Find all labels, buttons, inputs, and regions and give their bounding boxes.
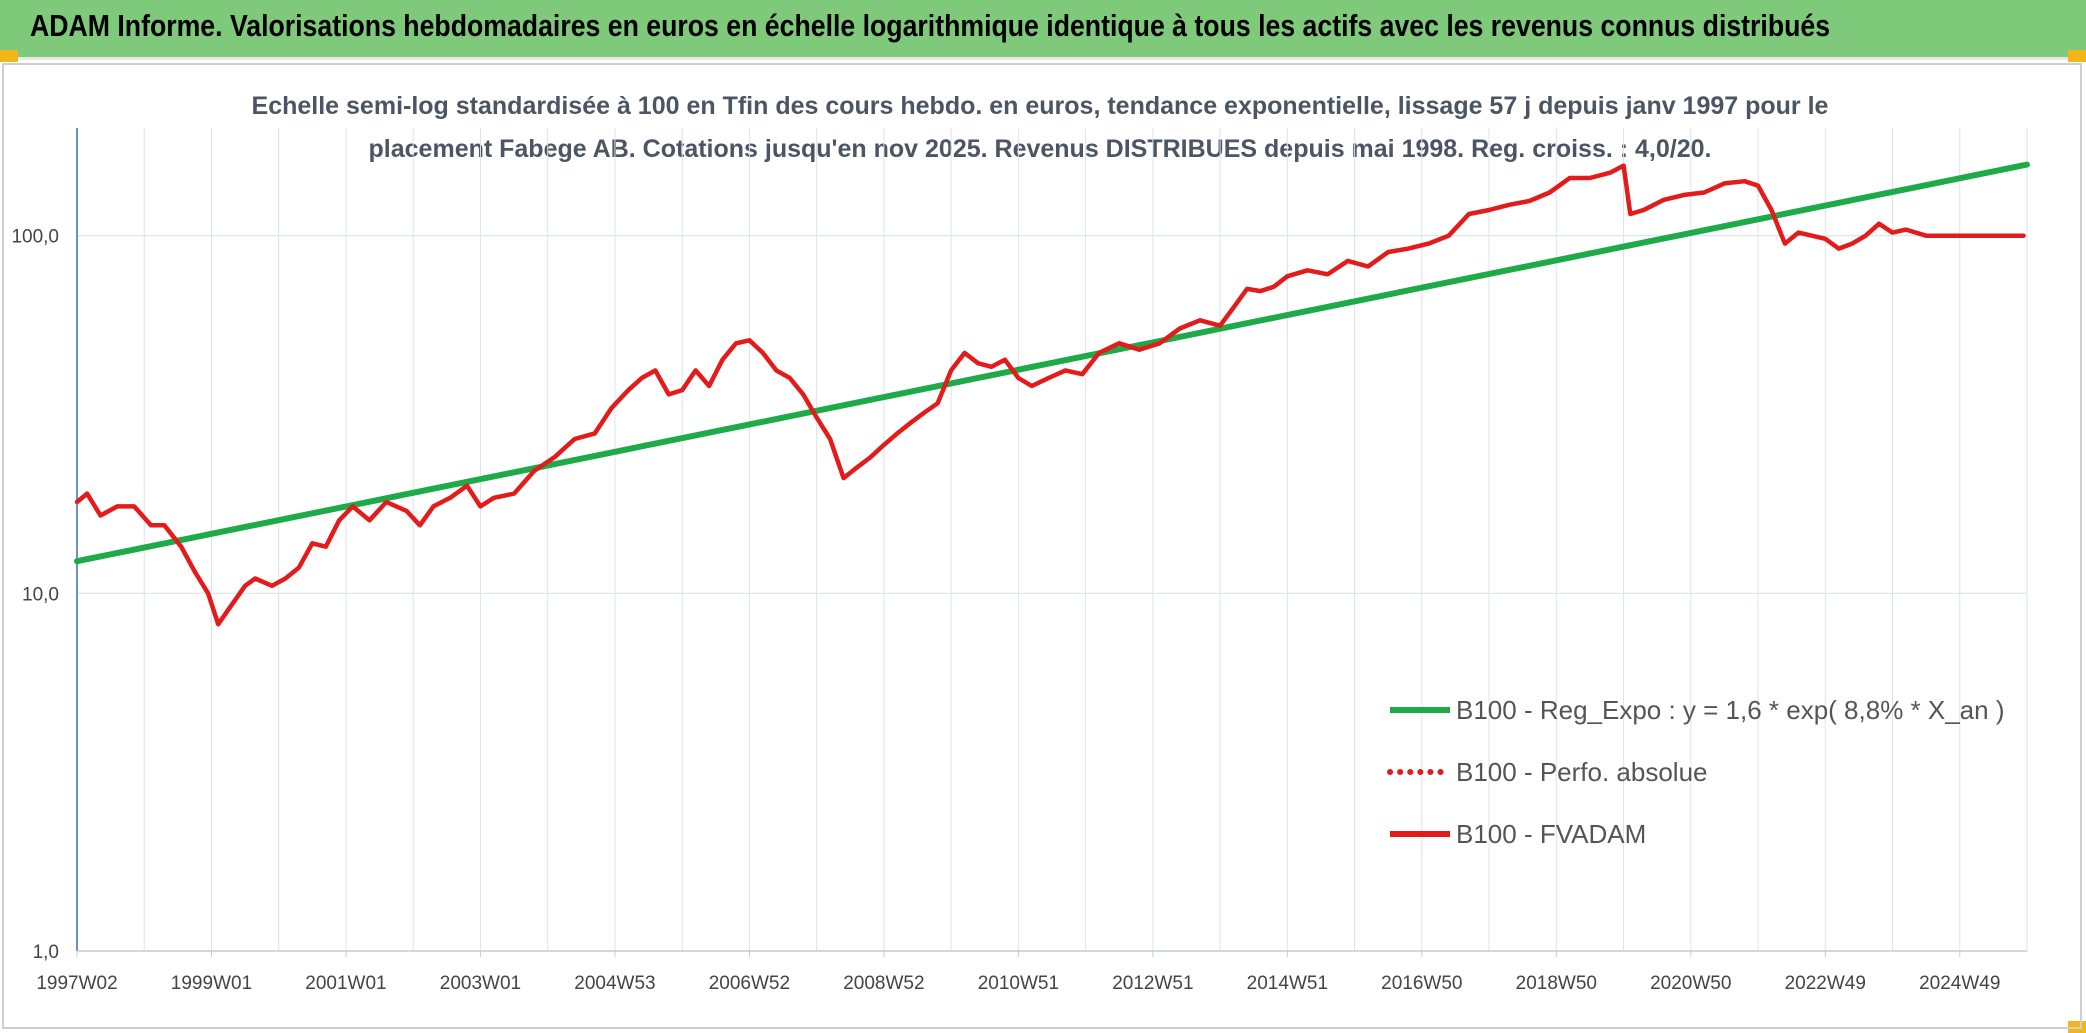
- y-tick-label: 1,0: [33, 942, 59, 963]
- y-tick-label: 100,0: [11, 227, 59, 248]
- series-line-fvadam: [74, 163, 2026, 627]
- y-tick-label: 10,0: [22, 584, 59, 605]
- x-tick-label: 1999W01: [171, 973, 252, 994]
- x-tick-label: 2024W49: [1919, 973, 2000, 994]
- x-tick-label: 1997W02: [36, 973, 117, 994]
- x-tick-label: 2018W50: [1516, 973, 1597, 994]
- chart-subtitle-line-2: placement Fabege AB. Cotations jusqu'en …: [369, 135, 1712, 163]
- axes: 1,0 10,0 100,0 1997W02 1999W01 2001W01 2003W01…: [11, 128, 2027, 994]
- series-line-regression: [74, 161, 2030, 565]
- grid-lines: [76, 128, 2028, 952]
- plot-area: [74, 161, 2030, 627]
- x-tick-label: 2006W52: [709, 973, 790, 994]
- x-tick-label: 2010W51: [978, 973, 1059, 994]
- x-tick-label: 2020W50: [1650, 973, 1731, 994]
- x-tick-label: 2014W51: [1247, 973, 1328, 994]
- x-tick-label: 2016W50: [1381, 973, 1462, 994]
- chart-subtitle-line-1: Echelle semi-log standardisée à 100 en T…: [252, 92, 1829, 120]
- report-banner: ADAM Informe. Valorisations hebdomadaire…: [0, 0, 2086, 60]
- chart-frame: [2, 63, 2082, 1029]
- report-title: ADAM Informe. Valorisations hebdomadaire…: [30, 8, 1831, 43]
- legend: B100 - Reg_Expo : y = 1,6 * exp( 8,8% * …: [1387, 695, 2005, 849]
- legend-item-perfo-absolue-label: B100 - Perfo. absolue: [1456, 757, 1708, 787]
- x-tick-label: 2008W52: [843, 973, 924, 994]
- corner-marker-top-left: [0, 50, 18, 62]
- corner-marker-top-right: [2068, 50, 2086, 62]
- x-tick-label: 2003W01: [440, 973, 521, 994]
- legend-item-fvadam-label: B100 - FVADAM: [1456, 819, 1646, 849]
- x-tick-label: 2012W51: [1112, 973, 1193, 994]
- legend-item-regression-label: B100 - Reg_Expo : y = 1,6 * exp( 8,8% * …: [1456, 695, 2005, 725]
- x-tick-label: 2022W49: [1785, 973, 1866, 994]
- x-tick-label: 2004W53: [574, 973, 655, 994]
- x-tick-label: 2001W01: [305, 973, 386, 994]
